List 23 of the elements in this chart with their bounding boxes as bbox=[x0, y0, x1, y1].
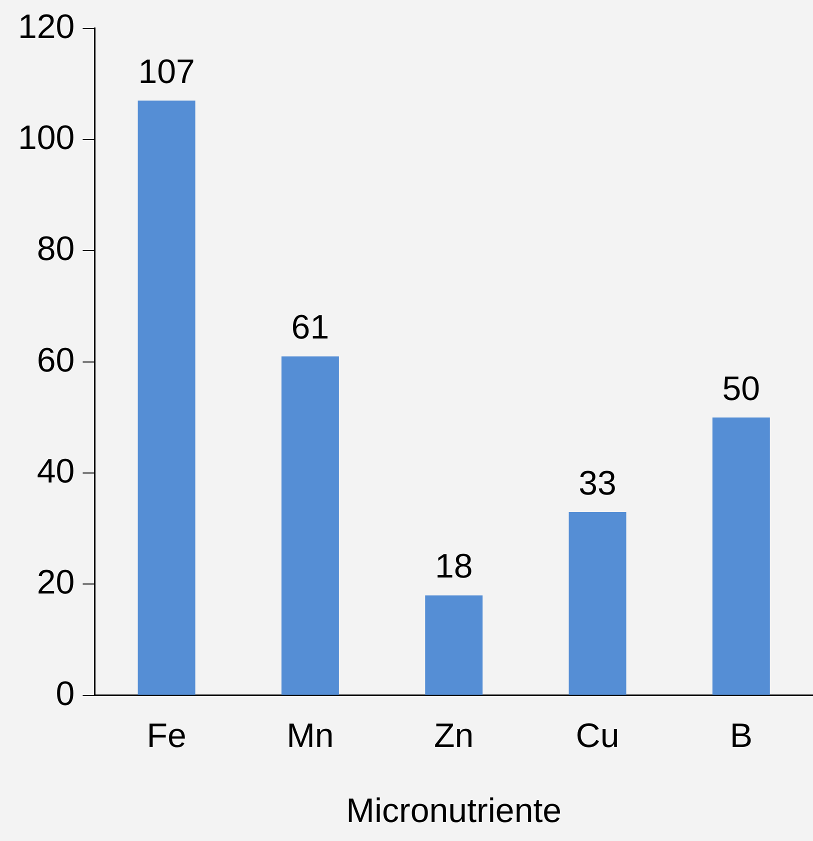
bar bbox=[425, 595, 483, 695]
bar bbox=[138, 100, 196, 695]
x-tick-label: Cu bbox=[576, 717, 620, 756]
data-label: 107 bbox=[138, 53, 195, 92]
x-tick-label: Fe bbox=[146, 717, 186, 756]
data-label: 18 bbox=[434, 548, 473, 586]
bar bbox=[568, 512, 626, 695]
y-tick-label: 20 bbox=[36, 564, 75, 602]
y-tick-label: 120 bbox=[18, 8, 75, 46]
y-tick-label: 40 bbox=[36, 452, 75, 490]
x-tick-label: B bbox=[730, 717, 753, 756]
x-tick-label: Zn bbox=[434, 717, 474, 756]
x-axis-title: Micronutriente bbox=[346, 792, 562, 830]
y-tick-label: 60 bbox=[36, 341, 75, 380]
data-label: 61 bbox=[291, 308, 330, 347]
data-label: 50 bbox=[722, 370, 760, 408]
y-tick-label: 80 bbox=[36, 230, 75, 268]
bar bbox=[712, 417, 770, 695]
bar bbox=[281, 356, 339, 695]
y-tick-label: 0 bbox=[56, 674, 75, 713]
y-tick-label: 100 bbox=[18, 118, 75, 157]
data-label: 33 bbox=[578, 464, 616, 502]
x-tick-label: Mn bbox=[286, 717, 334, 756]
